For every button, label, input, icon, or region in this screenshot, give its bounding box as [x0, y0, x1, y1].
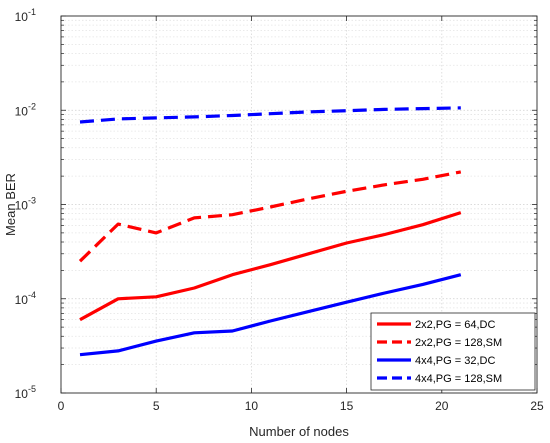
y-tick-label-exponent: -2 — [28, 101, 36, 111]
series-line-3 — [79, 273, 462, 357]
y-tick-label-base: 10 — [15, 293, 29, 307]
y-tick-label-base: 10 — [15, 387, 29, 401]
legend-label-1: 2x2,PG = 64,DC — [415, 319, 495, 331]
legend-label-3: 4x4,PG = 32,DC — [415, 355, 495, 367]
x-tick-label: 15 — [340, 399, 354, 413]
x-tick-label: 5 — [153, 399, 160, 413]
y-tick-label-exponent: -4 — [28, 290, 36, 300]
y-axis-label: Mean BER — [3, 173, 18, 236]
series-line-4 — [79, 106, 461, 124]
legend: 2x2,PG = 64,DC 2x2,PG = 128,SM 4x4,PG = 32… — [370, 312, 536, 391]
legend-label-2: 2x2,PG = 128,SM — [415, 337, 502, 349]
series-line-2 — [78, 170, 462, 263]
y-tick-label-exponent: -5 — [28, 384, 36, 394]
y-tick-label-base: 10 — [15, 199, 29, 213]
x-axis-label: Number of nodes — [249, 424, 349, 439]
y-tick-label-base: 10 — [15, 10, 29, 24]
y-tick-label: 10-4 — [15, 290, 36, 307]
y-tick-label-exponent: -1 — [28, 7, 36, 17]
y-tick-label-exponent: -3 — [28, 196, 36, 206]
y-tick-label: 10-1 — [15, 7, 36, 24]
y-tick-label: 10-2 — [15, 101, 36, 118]
series-line-1 — [79, 211, 462, 322]
x-tick-label: 20 — [435, 399, 449, 413]
y-tick-label-base: 10 — [15, 104, 29, 118]
x-tick-label: 0 — [58, 399, 65, 413]
x-tick-label: 25 — [530, 399, 544, 413]
y-tick-label: 10-5 — [15, 384, 36, 401]
x-tick-label: 10 — [245, 399, 259, 413]
y-tick-label: 10-3 — [15, 196, 36, 213]
legend-label-4: 4x4,PG = 128,SM — [415, 373, 502, 385]
